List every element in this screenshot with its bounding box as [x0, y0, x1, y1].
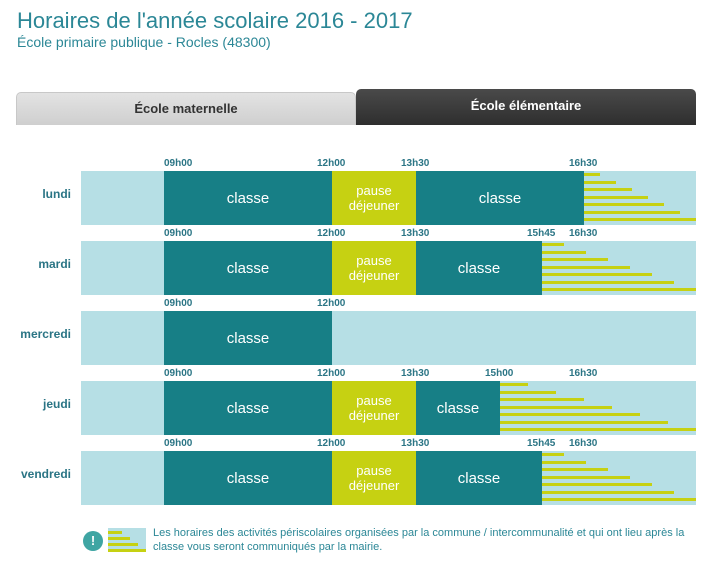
classe-block: classe	[164, 451, 332, 505]
classe-block: classe	[164, 171, 332, 225]
time-label: 15h00	[485, 368, 514, 379]
exclamation-icon: !	[83, 531, 103, 551]
time-label: 09h00	[164, 298, 193, 309]
periscolaire-line	[542, 490, 674, 494]
periscolaire-legend-swatch	[108, 528, 146, 552]
periscolaire-line	[584, 218, 696, 221]
periscolaire-line	[500, 420, 668, 424]
pause-dejeuner-block: pause déjeuner	[332, 241, 416, 295]
periscolaire-line	[542, 273, 652, 276]
periscolaire-line	[542, 453, 564, 456]
classe-block: classe	[164, 311, 332, 365]
time-label: 09h00	[164, 368, 193, 379]
time-label: 09h00	[164, 438, 193, 449]
periscolaire-line	[542, 265, 630, 269]
page-subtitle: École primaire publique - Rocles (48300)	[17, 34, 271, 50]
periscolaire-line	[584, 210, 680, 214]
tab-ecole-elementaire[interactable]: École élémentaire	[356, 89, 696, 125]
day-label-lundi: lundi	[42, 187, 71, 201]
classe-block: classe	[164, 381, 332, 435]
periscolaire-line	[542, 468, 608, 471]
periscolaire-line	[500, 383, 528, 386]
time-label: 12h00	[317, 368, 346, 379]
classe-block: classe	[416, 171, 584, 225]
periscolaire-line	[584, 173, 600, 176]
time-label: 16h30	[569, 368, 598, 379]
time-label: 13h30	[401, 228, 430, 239]
periscolaire-line	[542, 498, 696, 501]
periscolaire-line	[500, 398, 584, 401]
periscolaire-line	[542, 243, 564, 246]
pause-dejeuner-block: pause déjeuner	[332, 451, 416, 505]
classe-block: classe	[416, 381, 500, 435]
time-label: 16h30	[569, 158, 598, 169]
periscolaire-line	[584, 203, 664, 206]
day-label-mercredi: mercredi	[20, 327, 71, 341]
classe-block: classe	[416, 451, 542, 505]
periscolaire-line	[542, 280, 674, 284]
time-label: 13h30	[401, 158, 430, 169]
time-label: 16h30	[569, 228, 598, 239]
periscolaire-line	[584, 188, 632, 191]
time-label: 12h00	[317, 298, 346, 309]
time-label: 15h45	[527, 438, 556, 449]
day-label-vendredi: vendredi	[20, 467, 71, 481]
time-label: 12h00	[317, 158, 346, 169]
time-label: 09h00	[164, 158, 193, 169]
time-label: 15h45	[527, 228, 556, 239]
periscolaire-line	[542, 460, 586, 464]
periscolaire-line	[500, 413, 640, 416]
time-label: 12h00	[317, 228, 346, 239]
time-label: 13h30	[401, 438, 430, 449]
time-label: 09h00	[164, 228, 193, 239]
tab-ecole-maternelle[interactable]: École maternelle	[16, 92, 356, 125]
periscolaire-note: Les horaires des activités périscolaires…	[153, 527, 685, 553]
classe-block: classe	[416, 241, 542, 295]
pause-dejeuner-block: pause déjeuner	[332, 381, 416, 435]
periscolaire-line	[584, 195, 648, 199]
day-label-jeudi: jeudi	[42, 397, 71, 411]
periscolaire-line	[542, 258, 608, 261]
time-label: 16h30	[569, 438, 598, 449]
periscolaire-line	[500, 405, 612, 409]
pause-dejeuner-block: pause déjeuner	[332, 171, 416, 225]
classe-block: classe	[164, 241, 332, 295]
time-label: 13h30	[401, 368, 430, 379]
periscolaire-line	[584, 180, 616, 184]
periscolaire-line	[500, 428, 696, 431]
periscolaire-line	[500, 390, 556, 394]
periscolaire-line	[542, 483, 652, 486]
periscolaire-line	[542, 475, 630, 479]
day-label-mardi: mardi	[38, 257, 71, 271]
page-title: Horaires de l'année scolaire 2016 - 2017	[17, 8, 413, 33]
periscolaire-line	[542, 288, 696, 291]
periscolaire-line	[542, 250, 586, 254]
time-label: 12h00	[317, 438, 346, 449]
